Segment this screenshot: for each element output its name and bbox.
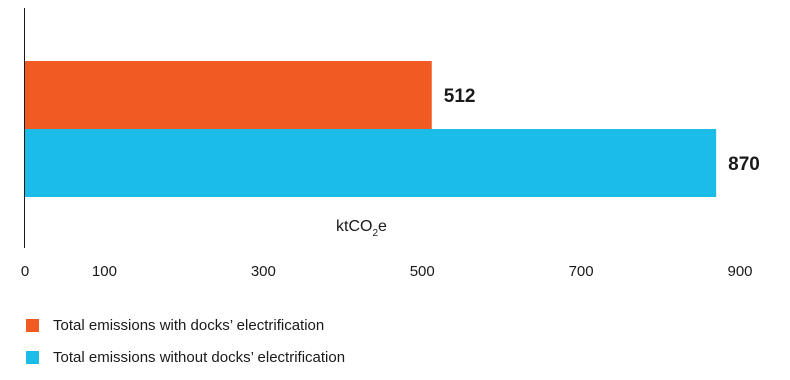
legend-swatch-orange: [26, 318, 39, 332]
legend-item-without-electrification: Total emissions without docks’ electrifi…: [26, 348, 345, 366]
legend-swatch-blue: [26, 350, 39, 364]
unit-label: ktCO2e: [336, 218, 387, 239]
unit-label-main: ktCO: [336, 218, 372, 235]
x-tick-label: 300: [251, 263, 276, 280]
legend-item-with-electrification: Total emissions with docks’ electrificat…: [26, 316, 345, 334]
legend-label: Total emissions without docks’ electrifi…: [53, 348, 346, 366]
unit-label-subscript: 2: [372, 228, 378, 239]
data-label-with-electrification: 512: [444, 86, 476, 107]
x-tick-label: 0: [21, 263, 29, 280]
x-tick-label: 700: [569, 263, 594, 280]
legend: Total emissions with docks’ electrificat…: [26, 316, 345, 380]
bar-without-electrification: [25, 129, 717, 197]
x-axis-tick-labels: 0 100 300 500 700 900: [21, 263, 753, 280]
x-tick-label: 100: [92, 263, 117, 280]
x-tick-label: 900: [727, 263, 752, 280]
x-tick-label: 500: [410, 263, 435, 280]
legend-label: Total emissions with docks’ electrificat…: [53, 316, 325, 334]
data-label-without-electrification: 870: [728, 154, 760, 175]
unit-label-tail: e: [378, 218, 387, 235]
bar-chart: 512 870 ktCO2e 0 100 300 500 700 900: [21, 8, 760, 280]
bar-with-electrification: [25, 61, 432, 129]
